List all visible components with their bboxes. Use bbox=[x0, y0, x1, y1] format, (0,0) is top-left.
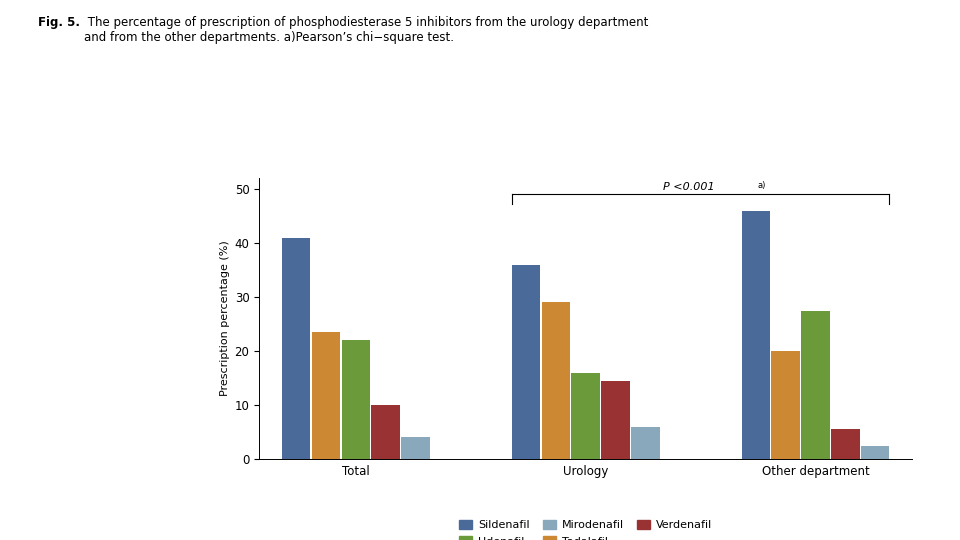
Text: a): a) bbox=[758, 181, 766, 190]
Bar bbox=[571, 373, 600, 459]
Bar bbox=[312, 332, 340, 459]
Bar bbox=[601, 381, 630, 459]
Bar bbox=[401, 437, 430, 459]
Text: International Neurourology Journal 2011;15:216-221: International Neurourology Journal 2011;… bbox=[11, 164, 16, 376]
Bar bbox=[372, 405, 399, 459]
Text: The percentage of prescription of phosphodiesterase 5 inhibitors from the urolog: The percentage of prescription of phosph… bbox=[84, 16, 649, 44]
Bar bbox=[741, 211, 770, 459]
Text: P <0.001: P <0.001 bbox=[663, 182, 715, 192]
Bar bbox=[282, 238, 310, 459]
Bar bbox=[631, 427, 660, 459]
Bar bbox=[541, 302, 570, 459]
Legend: Sildenafil, Udenafil, Mirodenafil, Tadalafil, Verdenafil: Sildenafil, Udenafil, Mirodenafil, Tadal… bbox=[454, 515, 717, 540]
Text: Fig. 5.: Fig. 5. bbox=[38, 16, 81, 29]
Bar bbox=[772, 351, 800, 459]
Bar bbox=[512, 265, 540, 459]
Bar bbox=[831, 429, 859, 459]
Bar bbox=[861, 446, 889, 459]
Y-axis label: Prescription percentage (%): Prescription percentage (%) bbox=[221, 241, 230, 396]
Bar bbox=[342, 340, 370, 459]
Bar bbox=[802, 310, 829, 459]
